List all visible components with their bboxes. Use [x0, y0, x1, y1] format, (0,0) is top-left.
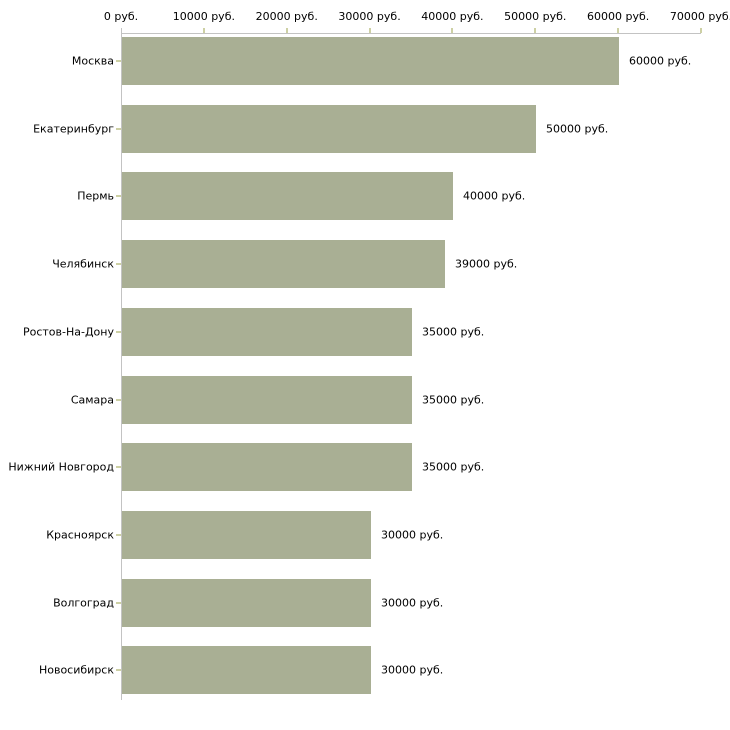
bar [122, 443, 412, 492]
y-axis-tick-mark [116, 263, 121, 266]
value-label: 50000 руб. [546, 122, 609, 136]
category-label: Москва [71, 54, 114, 68]
value-label: 35000 руб. [422, 325, 485, 339]
y-axis-tick-mark [116, 127, 121, 130]
x-axis-tick-mark [700, 28, 702, 33]
x-axis-tick-label: 60000 руб. [587, 10, 650, 23]
y-axis-tick-mark [116, 330, 121, 333]
category-label: Нижний Новгород [8, 460, 114, 474]
x-axis-tick-mark [534, 28, 537, 33]
x-axis-tick-mark [368, 28, 371, 33]
x-axis-line [121, 33, 701, 34]
category-label: Челябинск [52, 257, 114, 271]
bar [122, 646, 371, 695]
value-label: 40000 руб. [463, 189, 526, 203]
category-label: Ростов-На-Дону [22, 325, 114, 339]
x-axis-tick-label: 20000 руб. [255, 10, 318, 23]
y-axis-tick-mark [116, 533, 121, 536]
x-axis-tick-label: 70000 руб. [669, 10, 730, 23]
x-axis-tick-label: 10000 руб. [172, 10, 235, 23]
bar [122, 578, 371, 627]
value-label: 35000 руб. [422, 393, 485, 406]
bar [122, 37, 619, 85]
x-axis-tick-label: 30000 руб. [338, 10, 401, 23]
x-axis-tick-label: 50000 руб. [504, 10, 567, 23]
bar [122, 240, 445, 289]
category-label: Красноярск [46, 528, 114, 542]
x-axis-tick-label: 40000 руб. [421, 10, 484, 23]
value-label: 39000 руб. [455, 257, 518, 271]
x-axis-tick-mark [617, 28, 620, 33]
category-label: Пермь [77, 189, 114, 203]
bar [122, 104, 536, 153]
x-axis-tick-mark [285, 28, 288, 33]
x-axis-tick-mark [202, 28, 205, 33]
y-axis-tick-mark [116, 398, 121, 401]
y-axis-line [121, 28, 122, 700]
category-label: Самара [70, 393, 114, 406]
bar [122, 172, 453, 221]
value-label: 35000 руб. [422, 460, 485, 474]
category-label: Новосибирск [38, 663, 114, 677]
bar [122, 307, 412, 356]
value-label: 30000 руб. [381, 528, 444, 542]
x-axis-tick-mark [451, 28, 454, 33]
y-axis-tick-mark [116, 601, 121, 604]
y-axis-tick-mark [116, 195, 121, 198]
value-label: 60000 руб. [629, 54, 692, 68]
bar [122, 510, 371, 559]
category-label: Волгоград [53, 596, 114, 610]
y-axis-tick-mark [116, 669, 121, 672]
value-label: 30000 руб. [381, 596, 444, 610]
x-axis-tick-label: 0 руб. [103, 10, 139, 23]
category-label: Екатеринбург [33, 122, 114, 136]
bar [122, 375, 412, 424]
value-label: 30000 руб. [381, 663, 444, 677]
y-axis-tick-mark [116, 466, 121, 469]
y-axis-tick-mark [116, 60, 121, 62]
